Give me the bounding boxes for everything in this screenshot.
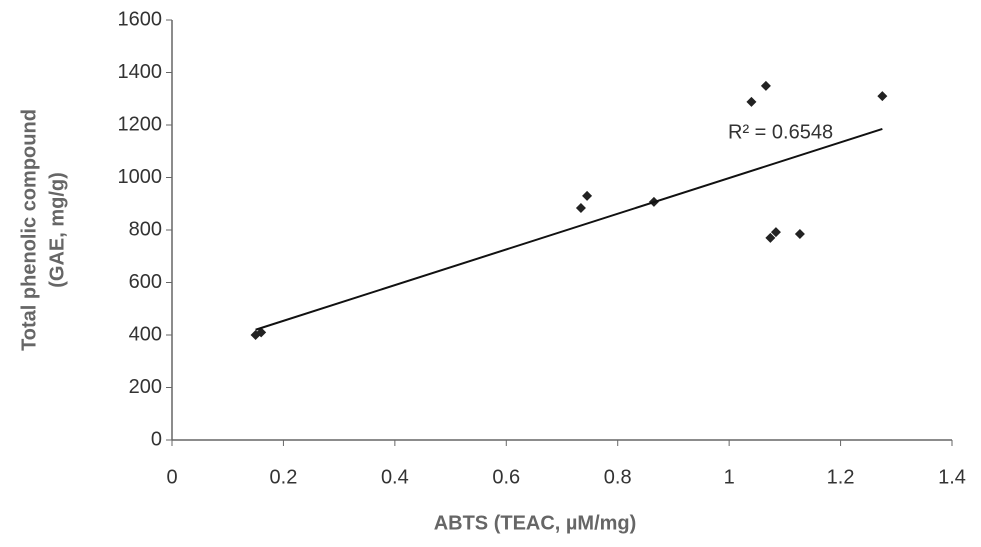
- x-tick-label: 1: [724, 466, 735, 488]
- y-tick-label: 1000: [118, 166, 163, 188]
- x-tick-label: 0.2: [270, 466, 298, 488]
- y-tick-label: 1600: [118, 8, 163, 30]
- point: [877, 91, 888, 102]
- y-tick-label: 0: [151, 428, 162, 450]
- y-tick-label: 1200: [118, 113, 163, 135]
- y-axis-title: Total phenolic compound: [18, 109, 40, 351]
- x-tick-label: 0.4: [381, 466, 409, 488]
- point: [794, 228, 805, 239]
- x-tick-label: 0.8: [604, 466, 632, 488]
- point: [582, 190, 593, 201]
- y-tick-label: 600: [129, 271, 162, 293]
- trendline-label: R² = 0.6548: [728, 121, 833, 143]
- x-tick-label: 1.2: [827, 466, 855, 488]
- trendline: [255, 127, 883, 331]
- x-tick-label: 0.6: [492, 466, 520, 488]
- point: [746, 96, 757, 107]
- point: [765, 232, 776, 243]
- point: [760, 80, 771, 91]
- x-tick-label: 1.4: [938, 466, 966, 488]
- y-tick-label: 1400: [118, 61, 163, 83]
- y-tick-label: 200: [129, 376, 162, 398]
- point: [770, 227, 781, 238]
- point: [575, 202, 586, 213]
- point: [256, 327, 267, 338]
- point: [250, 330, 261, 340]
- y-tick-label: 800: [129, 218, 162, 240]
- x-axis-title: ABTS (TEAC, µM/mg): [434, 512, 637, 534]
- y-tick-label: 400: [129, 323, 162, 345]
- x-tick-label: 0: [166, 466, 177, 488]
- y-axis-title: (GAE, mg/g): [46, 172, 68, 288]
